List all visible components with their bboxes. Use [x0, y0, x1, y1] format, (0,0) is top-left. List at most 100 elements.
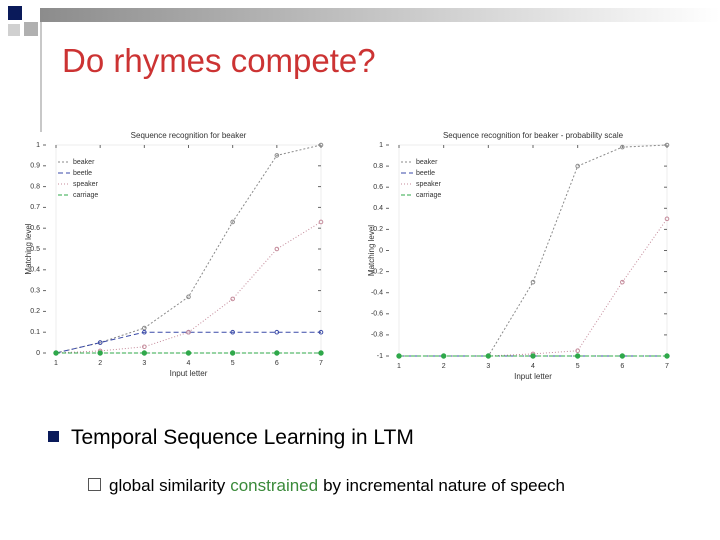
data-point [274, 246, 280, 252]
y-tick-label: 0 [36, 350, 40, 357]
data-point [619, 353, 626, 359]
bullet-text: global similarity [109, 476, 226, 495]
deco-square [8, 6, 22, 20]
series-line [55, 331, 321, 354]
data-point [485, 353, 492, 359]
data-point [142, 329, 147, 335]
x-tick-label: 3 [486, 363, 490, 370]
x-tick-label: 6 [620, 363, 624, 370]
legend-label: beetle [416, 170, 435, 177]
data-point [530, 353, 536, 359]
legend-label: carriage [73, 192, 98, 199]
legend-label: beaker [416, 159, 438, 166]
data-point [620, 279, 625, 285]
x-tick-label: 5 [576, 363, 580, 370]
legend-label: speaker [416, 181, 442, 188]
x-tick-label: 2 [98, 360, 102, 367]
y-tick-label: -0.8 [371, 332, 383, 339]
series-line [55, 144, 322, 354]
y-tick-label: 0.2 [30, 308, 40, 315]
y-tick-label: 0.6 [373, 184, 383, 191]
y-tick-label: -0.4 [371, 290, 383, 297]
chart-title: Sequence recognition for beaker - probab… [443, 131, 624, 140]
y-tick-label: 0 [379, 247, 383, 254]
x-axis-label: Input letter [514, 372, 552, 381]
data-point [141, 350, 148, 356]
y-tick-label: 0.4 [30, 267, 40, 274]
data-point [186, 329, 191, 335]
legend-label: beetle [73, 170, 92, 177]
bullet-text: constrained [230, 476, 319, 495]
chart-title: Sequence recognition for beaker [131, 131, 247, 140]
x-tick-label: 1 [54, 360, 58, 367]
deco-line [40, 22, 42, 132]
legend-label: beaker [73, 159, 95, 166]
y-tick-label: 1 [379, 142, 383, 149]
y-tick-label: 0.3 [30, 287, 40, 294]
x-tick-label: 7 [665, 363, 669, 370]
y-tick-label: 1 [36, 142, 40, 149]
y-tick-label: 0.2 [373, 226, 383, 233]
data-point [620, 144, 625, 150]
data-point [318, 329, 324, 335]
y-tick-label: -0.6 [371, 311, 383, 318]
plot-frame [398, 144, 668, 357]
y-tick-label: 0.8 [373, 163, 383, 170]
data-point [97, 350, 103, 356]
y-tick-label: -1 [377, 353, 383, 360]
x-axis-label: Input letter [170, 369, 208, 378]
data-point [229, 350, 236, 356]
data-point [530, 279, 536, 285]
y-tick-label: 0.9 [30, 163, 40, 170]
deco-square [8, 24, 20, 36]
data-point [664, 142, 670, 148]
data-point [318, 350, 324, 356]
data-point [664, 353, 670, 359]
slide-title: Do rhymes compete? [62, 42, 376, 79]
y-tick-label: 0.8 [30, 183, 40, 190]
legend-label: speaker [73, 181, 99, 188]
plot-frame [55, 144, 322, 354]
bullet-icon [48, 431, 59, 442]
data-point [274, 329, 280, 335]
x-tick-label: 6 [275, 360, 279, 367]
data-point [230, 296, 235, 302]
data-point [575, 348, 580, 354]
bullet-text: Temporal Sequence Learning in LTM [71, 426, 414, 449]
data-point [230, 329, 235, 335]
data-point [274, 153, 280, 158]
y-tick-label: 0.6 [30, 225, 40, 232]
x-tick-label: 7 [319, 360, 323, 367]
y-tick-label: 0.1 [30, 329, 40, 336]
x-tick-label: 4 [187, 360, 191, 367]
data-point [396, 353, 402, 359]
data-point [664, 216, 670, 222]
y-tick-label: 0.5 [30, 246, 40, 253]
data-point [440, 353, 447, 359]
y-tick-label: 0.7 [30, 204, 40, 211]
bullet-icon [88, 478, 101, 491]
data-point [185, 350, 192, 356]
series-line [399, 144, 668, 357]
x-tick-label: 5 [231, 360, 235, 367]
legend-label: carriage [416, 192, 441, 199]
data-point [142, 344, 147, 350]
data-point [97, 340, 103, 345]
x-tick-label: 4 [531, 363, 535, 370]
y-tick-label: 0.4 [373, 205, 383, 212]
data-point [142, 325, 147, 331]
data-point [575, 163, 580, 169]
series-line [399, 218, 668, 357]
series-line [55, 221, 322, 354]
x-tick-label: 1 [397, 363, 401, 370]
data-point [53, 350, 59, 356]
y-axis-label: Matching level [24, 223, 33, 274]
x-tick-label: 2 [442, 363, 446, 370]
y-axis-label: Matching level [367, 225, 376, 276]
bullet: Temporal Sequence Learning in LTM [48, 426, 414, 450]
header-bar [40, 8, 720, 22]
data-point [318, 219, 324, 225]
data-point [574, 353, 581, 359]
